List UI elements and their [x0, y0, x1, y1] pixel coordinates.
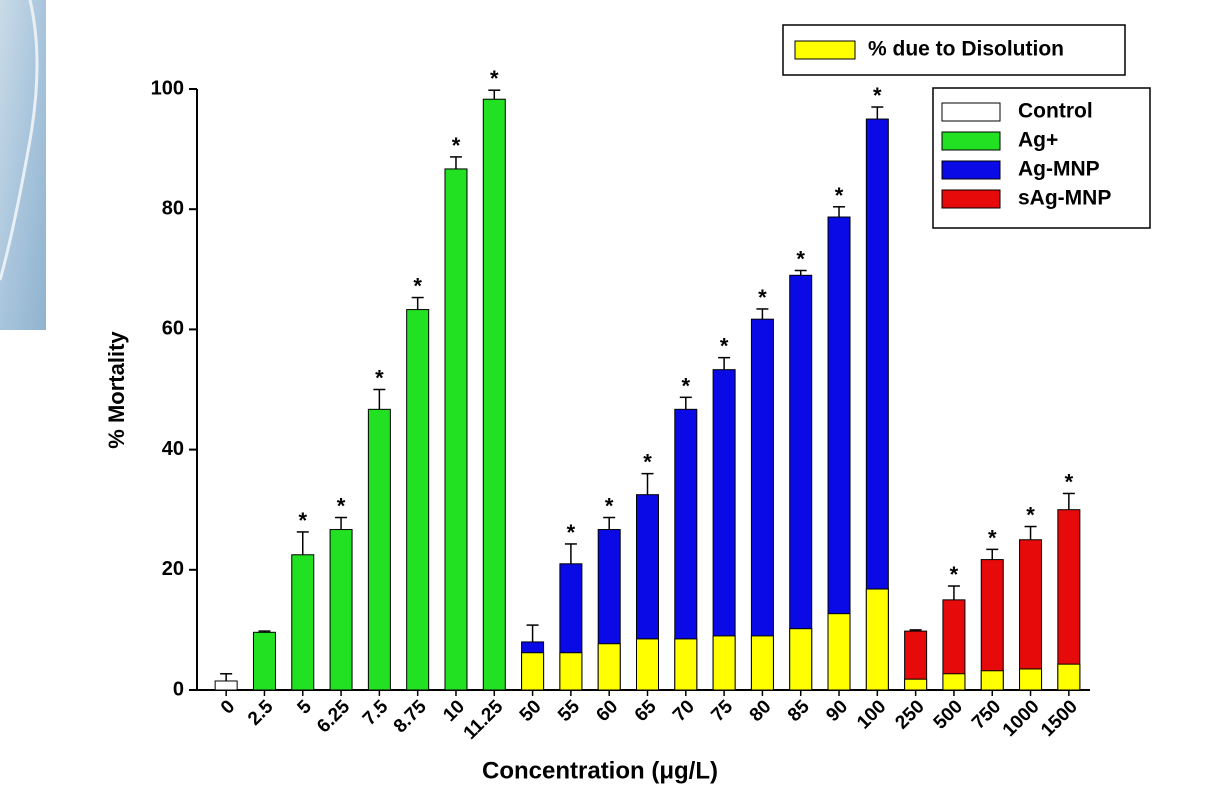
- bar: [215, 681, 237, 690]
- x-tick-label: 5: [294, 696, 317, 719]
- x-tick-label: 2.5: [244, 696, 278, 730]
- significance-label: *: [605, 494, 614, 519]
- dissolution-bar: [943, 674, 965, 690]
- y-tick-label: 40: [162, 438, 184, 460]
- significance-label: *: [950, 562, 959, 587]
- significance-label: *: [1026, 503, 1035, 528]
- dissolution-bar: [828, 614, 850, 690]
- x-tick-label: 6.25: [313, 696, 354, 737]
- chart: % Mortality Concentration (μg/L) % due t…: [0, 0, 1209, 791]
- dissolution-bar: [1058, 664, 1080, 690]
- significance-label: *: [643, 450, 652, 475]
- dissolution-bar: [1020, 669, 1042, 690]
- x-tick-label: 60: [592, 696, 622, 726]
- dissolution-bar: [598, 644, 620, 690]
- significance-label: *: [298, 508, 307, 533]
- y-tick-label: 100: [151, 77, 184, 99]
- x-tick-label: 500: [930, 696, 967, 733]
- x-tick-label: 85: [784, 696, 814, 726]
- y-axis-label: % Mortality: [104, 331, 129, 449]
- y-tick-label: 20: [162, 558, 184, 580]
- bar: [368, 409, 390, 690]
- significance-label: *: [720, 334, 729, 359]
- legend-label: sAg-MNP: [1018, 187, 1111, 210]
- x-tick-label: 100: [853, 696, 890, 733]
- x-tick-label: 10: [439, 696, 469, 726]
- y-tick-label: 60: [162, 318, 184, 340]
- x-tick-label: 70: [669, 696, 699, 726]
- x-tick-label: 250: [891, 696, 928, 733]
- dissolution-bar: [637, 639, 659, 690]
- significance-label: *: [337, 494, 346, 519]
- dissolution-bar: [522, 653, 544, 690]
- x-tick-label: 50: [516, 696, 546, 726]
- legend-swatch: [795, 41, 855, 59]
- x-tick-label: 8.75: [390, 696, 431, 737]
- x-tick-label: 7.5: [359, 696, 393, 730]
- x-tick-label: 90: [822, 696, 852, 726]
- significance-label: *: [873, 83, 882, 108]
- legend-label: Ag+: [1018, 129, 1058, 152]
- significance-label: *: [988, 525, 997, 550]
- significance-label: *: [413, 274, 422, 299]
- x-axis-label: Concentration (μg/L): [482, 757, 718, 784]
- x-tick-label: 1500: [1037, 696, 1082, 741]
- bar: [330, 530, 352, 690]
- bar: [483, 99, 505, 690]
- legend-swatch: [942, 161, 1000, 179]
- bar: [292, 555, 314, 690]
- dissolution-bar: [675, 639, 697, 690]
- significance-label: *: [1065, 469, 1074, 494]
- dissolution-bar: [981, 671, 1003, 690]
- bar: [751, 319, 773, 690]
- bar: [253, 632, 275, 690]
- dissolution-bar: [560, 653, 582, 690]
- significance-label: *: [682, 373, 691, 398]
- x-tick-label: 80: [746, 696, 776, 726]
- bar: [790, 275, 812, 690]
- legend-dissolution: % due to Disolution: [783, 25, 1125, 75]
- y-tick-label: 0: [173, 678, 184, 700]
- significance-label: *: [835, 183, 844, 208]
- dissolution-bar: [905, 679, 927, 690]
- legend: Control Ag+ Ag-MNP sAg-MNP: [933, 88, 1150, 228]
- x-tick-label: 65: [631, 696, 661, 726]
- dissolution-bar: [866, 589, 888, 690]
- legend-swatch: [942, 132, 1000, 150]
- dissolution-bar: [751, 636, 773, 690]
- significance-label: *: [796, 247, 805, 272]
- significance-label: *: [567, 520, 576, 545]
- dissolution-bar: [790, 629, 812, 690]
- legend-label: Control: [1018, 100, 1093, 123]
- significance-label: *: [375, 366, 384, 391]
- bar: [1020, 540, 1042, 690]
- legend-swatch: [942, 103, 1000, 121]
- legend-label: % due to Disolution: [868, 38, 1064, 61]
- x-tick-label: 11.25: [460, 696, 508, 744]
- significance-label: *: [490, 66, 499, 91]
- significance-label: *: [452, 133, 461, 158]
- bar: [1058, 510, 1080, 690]
- bar: [445, 169, 467, 690]
- x-tick-label: 55: [554, 696, 584, 726]
- bar: [407, 310, 429, 690]
- x-tick-label: 1000: [999, 696, 1044, 741]
- y-tick-label: 80: [162, 197, 184, 219]
- legend-label: Ag-MNP: [1018, 158, 1100, 181]
- x-tick-label: 0: [217, 696, 239, 718]
- significance-label: *: [758, 285, 767, 310]
- x-tick-label: 75: [707, 696, 737, 726]
- legend-swatch: [942, 190, 1000, 208]
- microscope-image: [0, 0, 46, 330]
- dissolution-bar: [713, 636, 735, 690]
